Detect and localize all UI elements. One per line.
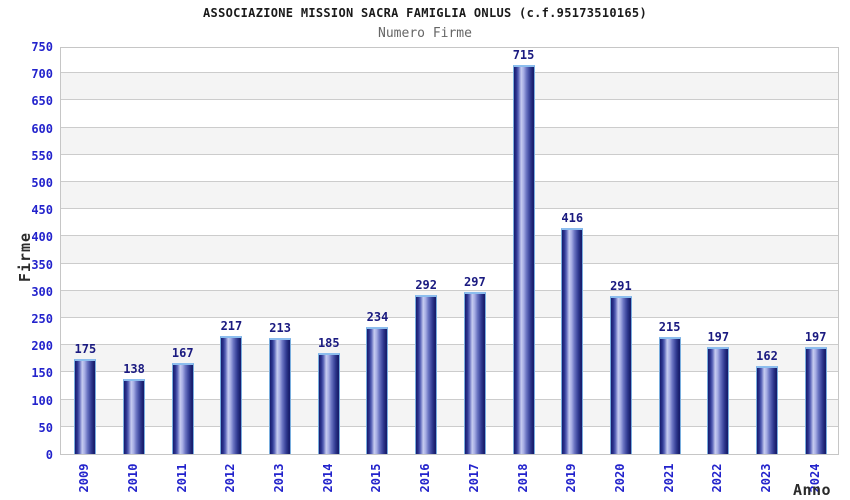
y-tick-label: 600 xyxy=(31,121,53,136)
bar-value-label: 215 xyxy=(658,320,681,335)
bar-2014 xyxy=(317,353,340,454)
bar-value-label: 175 xyxy=(74,341,97,356)
y-tick-label: 300 xyxy=(31,284,53,299)
x-tick-label: 2019 xyxy=(564,463,579,493)
gridline xyxy=(61,181,838,182)
x-tick-label: 2021 xyxy=(661,463,676,493)
x-tick-label: 2014 xyxy=(320,463,335,493)
bar-value-label: 217 xyxy=(220,318,243,333)
y-tick-label: 150 xyxy=(31,366,53,381)
bar-2021 xyxy=(658,337,681,454)
y-axis-tick-labels: 0 50 100 150 200 250 300 350 400 450 500 550 600 650 7… xyxy=(0,40,53,462)
chart-subtitle: Numero Firme xyxy=(378,26,472,41)
bar-value-label: 292 xyxy=(415,278,437,293)
bar-2020 xyxy=(609,295,632,454)
gridline xyxy=(61,126,838,128)
gridline xyxy=(61,398,838,400)
x-tick-label: 2010 xyxy=(126,463,141,493)
gridline xyxy=(61,425,838,427)
y-tick-label: 700 xyxy=(31,67,53,82)
background-band xyxy=(61,290,838,318)
x-axis-title: Anno xyxy=(792,481,832,499)
plot-area: 175 138 167 217 213 185 234 292 297 715 416 291 215 1… xyxy=(60,47,839,455)
bar-value-label: 297 xyxy=(464,275,486,290)
y-tick-label: 50 xyxy=(38,420,53,435)
bar-2013 xyxy=(269,338,292,454)
gridline xyxy=(61,262,838,264)
gridline xyxy=(61,344,838,346)
y-tick-label: 750 xyxy=(31,40,53,54)
bar-2010 xyxy=(123,378,146,454)
bar-2009 xyxy=(74,358,97,454)
bar-value-label: 162 xyxy=(756,348,778,363)
bar-2016 xyxy=(415,295,438,454)
y-tick-label: 200 xyxy=(31,339,53,354)
bar-2015 xyxy=(366,326,389,454)
x-tick-label: 2015 xyxy=(369,463,384,493)
bar-value-label: 416 xyxy=(561,210,584,225)
y-tick-label: 350 xyxy=(31,257,53,272)
chart-title: ASSOCIAZIONE MISSION SACRA FAMIGLIA ONLU… xyxy=(203,6,647,20)
bar-2023 xyxy=(755,365,778,454)
bar-value-label: 185 xyxy=(317,336,340,351)
bar-2022 xyxy=(707,346,730,454)
bar-value-label: 197 xyxy=(804,329,827,344)
bar-value-label: 197 xyxy=(707,329,730,344)
background-band xyxy=(61,127,838,155)
bar-value-label: 234 xyxy=(366,309,389,324)
y-tick-label: 550 xyxy=(31,148,53,163)
x-tick-label: 2013 xyxy=(272,463,287,493)
x-tick-label: 2020 xyxy=(612,463,627,493)
bar-2011 xyxy=(171,363,194,454)
gridline xyxy=(61,153,838,155)
x-axis-tick-labels: 2009 2010 2011 2012 2013 2014 2015 2016 2017 2018… xyxy=(60,456,839,500)
gridline xyxy=(61,99,838,101)
bar-2019 xyxy=(561,227,584,454)
bar-2024 xyxy=(804,346,827,454)
x-tick-label: 2012 xyxy=(223,463,238,493)
x-tick-label: 2017 xyxy=(466,463,481,493)
x-tick-label: 2016 xyxy=(418,463,433,493)
y-tick-label: 100 xyxy=(31,393,53,408)
bar-value-label: 715 xyxy=(512,48,535,63)
y-tick-label: 0 xyxy=(45,448,53,462)
background-band xyxy=(61,73,838,101)
y-tick-label: 650 xyxy=(31,94,53,109)
background-band xyxy=(61,236,838,264)
gridline xyxy=(61,289,838,291)
background-band xyxy=(61,182,838,210)
y-tick-label: 250 xyxy=(31,312,53,326)
y-tick-label: 450 xyxy=(31,203,53,218)
x-tick-label: 2022 xyxy=(710,463,725,493)
bar-value-label: 213 xyxy=(269,321,291,336)
y-axis-title: Firme xyxy=(16,231,34,283)
bar-value-label: 291 xyxy=(610,278,632,293)
bar-value-label: 167 xyxy=(171,346,194,361)
bar-2017 xyxy=(463,292,486,454)
x-tick-label: 2011 xyxy=(174,463,189,493)
gridline xyxy=(61,317,838,318)
gridline xyxy=(61,72,838,74)
bar-value-label: 138 xyxy=(123,361,145,376)
x-tick-label: 2023 xyxy=(758,463,773,493)
x-tick-label: 2018 xyxy=(515,463,530,493)
gridline xyxy=(61,208,838,210)
y-tick-label: 400 xyxy=(31,230,53,245)
bar-2018 xyxy=(512,65,535,454)
y-tick-label: 500 xyxy=(31,176,53,190)
gridline xyxy=(61,371,838,373)
bar-2012 xyxy=(220,335,243,454)
gridline xyxy=(61,235,838,237)
x-tick-label: 2009 xyxy=(77,463,92,493)
